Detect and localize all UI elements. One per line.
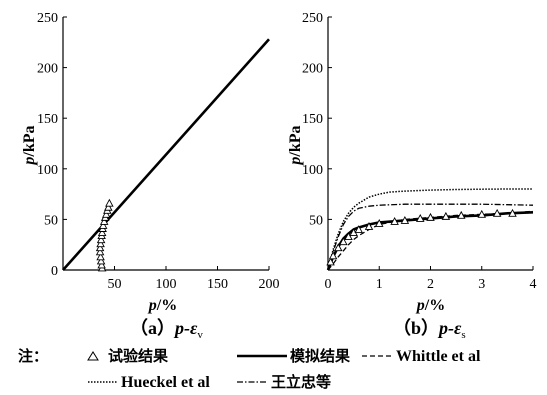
test-marker: [344, 232, 353, 241]
test-marker: [426, 212, 435, 221]
x-tick-label: 150: [207, 277, 228, 292]
panel-caption: （b）p-εs: [393, 318, 466, 341]
test-marker: [374, 218, 384, 227]
x-axis-label: p/%: [147, 297, 177, 314]
legend-whittle-label: Whittle et al: [396, 348, 481, 365]
test-marker: [104, 202, 113, 211]
test-marker: [102, 209, 111, 218]
legend: 注： 试验结果 模拟结果 Whittle et al Hueckel et al…: [18, 347, 481, 391]
y-tick-label: 100: [302, 163, 323, 178]
caption-var: p-ε: [173, 318, 198, 338]
y-tick-label: 150: [302, 112, 323, 127]
legend-test-label: 试验结果: [108, 347, 169, 365]
test-marker: [326, 257, 335, 266]
x-axis-label: p/%: [415, 297, 445, 314]
test-marker: [364, 222, 374, 230]
legend-hueckel-label: Hueckel et al: [121, 374, 210, 391]
test-marker: [333, 243, 343, 252]
test-marker: [95, 247, 105, 256]
test-marker: [95, 243, 105, 252]
y-axis-label: p/kPa: [21, 125, 38, 166]
y-axis-unit: /kPa: [287, 125, 304, 157]
test-marker: [339, 237, 348, 246]
y-tick-label: 200: [37, 62, 58, 77]
y-tick-label: 50: [309, 213, 323, 228]
caption-prefix: （b）: [393, 318, 439, 338]
x-tick-label: 50: [108, 277, 122, 292]
y-axis-var: p: [287, 157, 304, 167]
x-tick-label: 1: [376, 277, 383, 292]
legend-test-marker: [87, 351, 99, 361]
test-marker: [354, 225, 364, 233]
test-marker: [96, 239, 105, 248]
y-tick-label: 0: [51, 264, 58, 279]
y-tick-label: 250: [37, 11, 58, 26]
x-tick-label: 200: [259, 277, 280, 292]
test-marker: [390, 216, 399, 225]
caption-prefix: （a）: [130, 318, 175, 338]
y-axis-label: p/kPa: [287, 125, 304, 166]
test-marker: [105, 198, 114, 207]
test-marker: [328, 251, 338, 260]
y-tick-label: 100: [37, 163, 58, 178]
caption-sub: s: [461, 329, 465, 341]
test-marker: [97, 228, 107, 237]
test-marker: [97, 260, 106, 269]
test-marker: [400, 215, 410, 224]
test-marker: [99, 216, 109, 225]
test-marker: [96, 256, 106, 265]
y-axis-var: p: [21, 157, 38, 167]
y-tick-label: 50: [44, 213, 58, 228]
caption-var: p-ε: [437, 318, 462, 338]
x-axis-var: p: [147, 297, 157, 314]
x-tick-label: 3: [478, 277, 485, 292]
x-axis-unit: /%: [424, 297, 445, 314]
x-axis-var: p: [415, 297, 425, 314]
test-marker: [508, 208, 517, 217]
test-marker: [492, 208, 502, 217]
test-marker: [415, 213, 425, 222]
test-marker: [96, 235, 106, 244]
y-axis-unit: /kPa: [21, 125, 38, 157]
test-marker: [441, 211, 451, 220]
legend-model-label: 模拟结果: [290, 347, 351, 365]
test-marker: [456, 210, 466, 219]
wang-series-line: [327, 203, 534, 271]
y-tick-label: 200: [302, 62, 323, 77]
x-axis-unit: /%: [156, 297, 177, 314]
caption-sub: v: [197, 329, 203, 341]
y-tick-label: 250: [302, 11, 323, 26]
panel-caption: （a）p-εv: [130, 318, 203, 341]
x-tick-label: 4: [530, 277, 537, 292]
legend-wang-label: 王立忠等: [271, 373, 331, 391]
test-marker: [96, 252, 105, 261]
model-series-line: [62, 38, 270, 271]
x-tick-label: 0: [325, 277, 332, 292]
legend-prefix: 注：: [18, 347, 48, 365]
test-marker: [98, 221, 108, 229]
x-tick-label: 100: [156, 277, 177, 292]
model-series-line: [326, 211, 534, 271]
test-marker: [477, 209, 487, 218]
x-tick-label: 2: [427, 277, 434, 292]
y-tick-label: 150: [37, 112, 58, 127]
